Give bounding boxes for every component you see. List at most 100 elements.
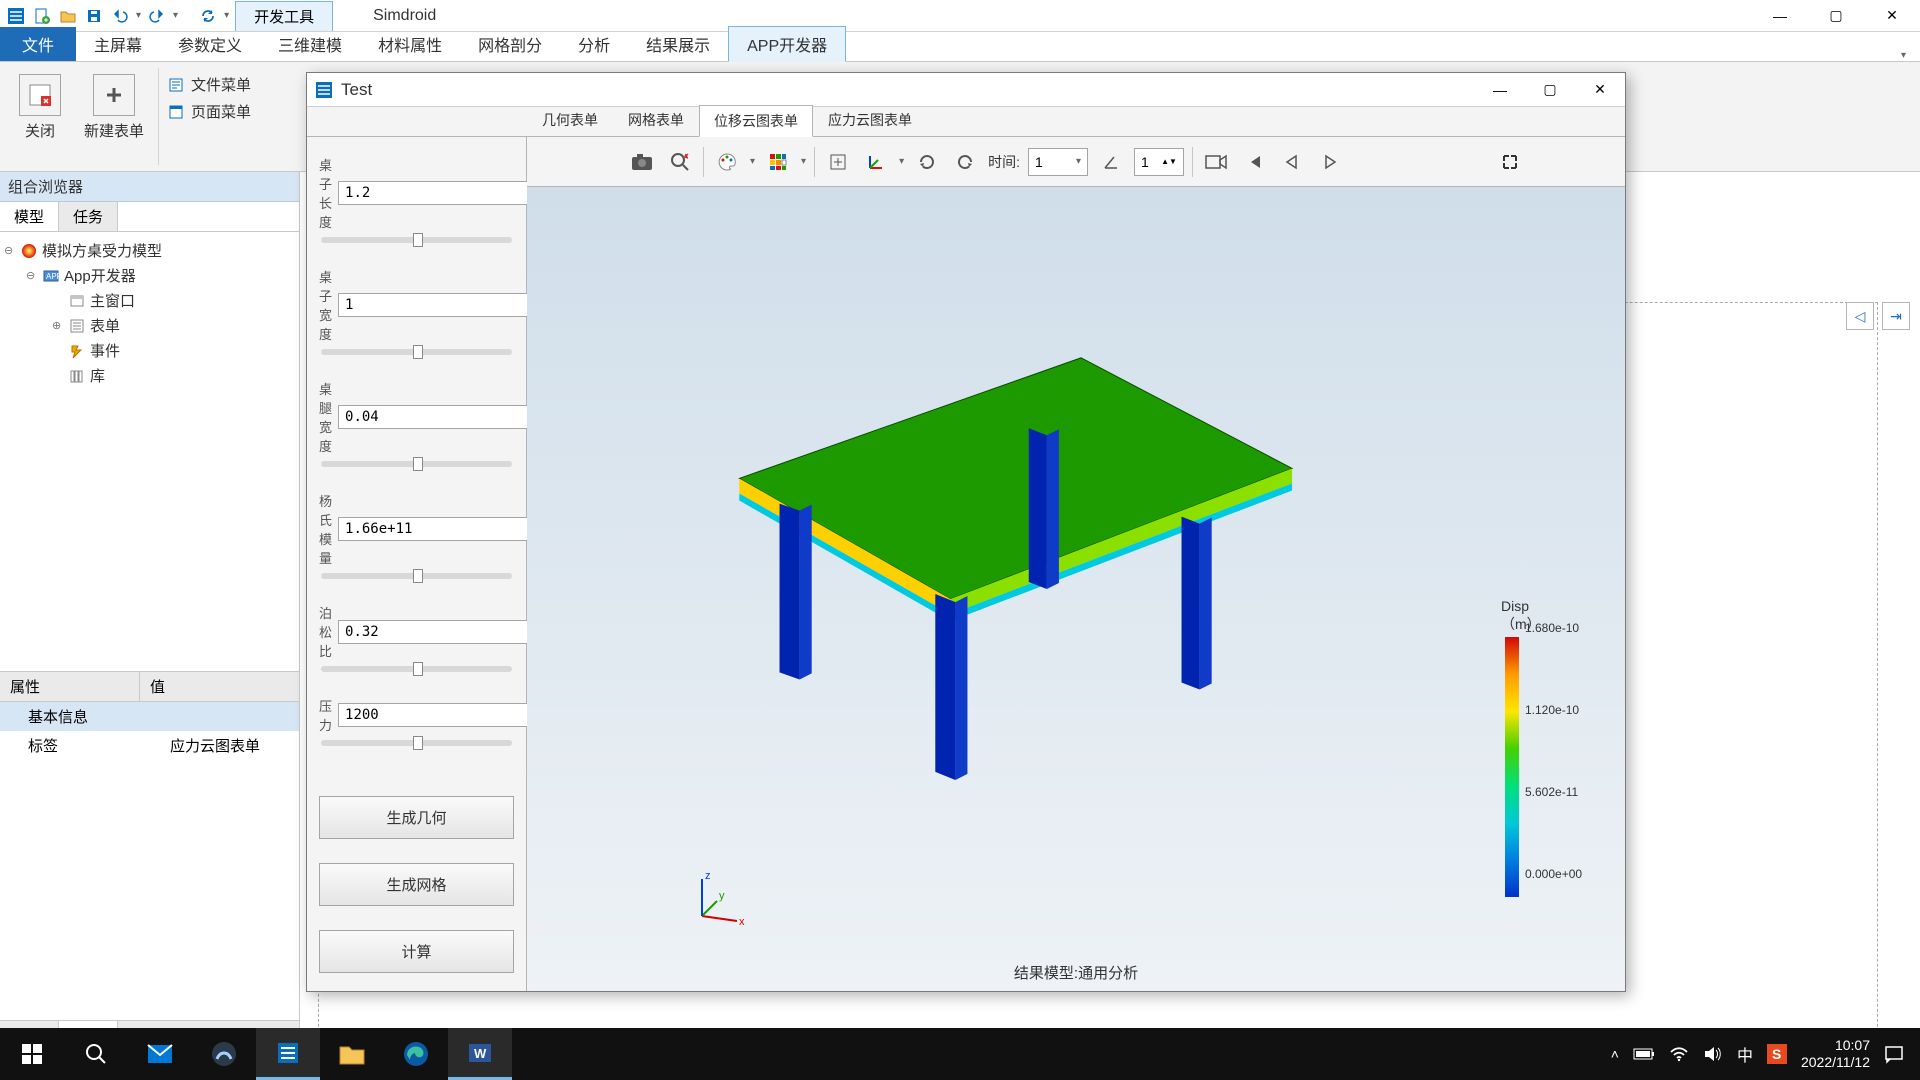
- ribbon-tab-home[interactable]: 主屏幕: [76, 27, 160, 61]
- close-app-button[interactable]: 关闭: [8, 68, 72, 146]
- popup-close-button[interactable]: ✕: [1575, 73, 1625, 107]
- undo-icon[interactable]: [110, 6, 130, 26]
- play-icon[interactable]: [1315, 147, 1345, 177]
- axes-dropdown-icon[interactable]: ▾: [899, 156, 904, 167]
- param-pressure-input[interactable]: [338, 703, 531, 727]
- rotate-ccw-icon[interactable]: [950, 147, 980, 177]
- ribbon-tab-mesh[interactable]: 网格剖分: [460, 27, 560, 61]
- popup-maximize-button[interactable]: ▢: [1525, 73, 1575, 107]
- camera-icon[interactable]: [627, 147, 657, 177]
- taskbar-word-icon[interactable]: W: [448, 1028, 512, 1080]
- popup-tab-geom[interactable]: 几何表单: [527, 104, 613, 136]
- nav-prev-icon[interactable]: ◁: [1846, 302, 1874, 330]
- record-icon[interactable]: [1201, 147, 1231, 177]
- nav-expand-icon[interactable]: ⇥: [1882, 302, 1910, 330]
- popup-tab-stress[interactable]: 应力云图表单: [813, 104, 927, 136]
- open-icon[interactable]: [58, 6, 78, 26]
- 3d-viewport[interactable]: x y z Disp （m） 1.680e-10 1.120e-10 5.602…: [527, 187, 1625, 991]
- generate-geometry-button[interactable]: 生成几何: [319, 796, 514, 839]
- tree-root-label[interactable]: 模拟方桌受力模型: [42, 240, 162, 261]
- ribbon-tab-model3d[interactable]: 三维建模: [260, 27, 360, 61]
- taskbar-explorer-icon[interactable]: [320, 1028, 384, 1080]
- skip-first-icon[interactable]: [1239, 147, 1269, 177]
- notifications-icon[interactable]: [1884, 1044, 1904, 1064]
- file-menu-button[interactable]: 文件: [0, 27, 76, 61]
- tree-expand-icon[interactable]: ⊕: [52, 319, 64, 332]
- popup-tab-disp[interactable]: 位移云图表单: [699, 105, 813, 137]
- param-length-slider[interactable]: [321, 237, 512, 243]
- param-poisson-slider[interactable]: [321, 666, 512, 672]
- param-length-input[interactable]: [338, 181, 531, 205]
- ribbon-tab-appdev[interactable]: APP开发器: [728, 26, 846, 62]
- taskbar-simdroid-icon[interactable]: [256, 1028, 320, 1080]
- frame-select[interactable]: 1▲▼: [1134, 148, 1184, 176]
- palette-dropdown-icon[interactable]: ▾: [750, 156, 755, 167]
- ribbon-tab-material[interactable]: 材料属性: [360, 27, 460, 61]
- tree-libs-label[interactable]: 库: [90, 365, 105, 386]
- tree-collapse-icon[interactable]: ⊖: [4, 244, 16, 257]
- refresh-dropdown-icon[interactable]: ▾: [224, 10, 229, 21]
- prop-label-val[interactable]: 应力云图表单: [160, 731, 270, 760]
- compute-button[interactable]: 计算: [319, 930, 514, 973]
- param-width-slider[interactable]: [321, 349, 512, 355]
- step-back-icon[interactable]: [1277, 147, 1307, 177]
- taskbar-mail-icon[interactable]: [128, 1028, 192, 1080]
- redo-icon[interactable]: [147, 6, 167, 26]
- close-button[interactable]: ✕: [1864, 0, 1920, 31]
- angle-icon[interactable]: [1096, 147, 1126, 177]
- popup-minimize-button[interactable]: ―: [1475, 73, 1525, 107]
- tree-mainwin-label[interactable]: 主窗口: [90, 290, 135, 311]
- taskbar-app1-icon[interactable]: [192, 1028, 256, 1080]
- taskbar-edge-icon[interactable]: [384, 1028, 448, 1080]
- minimize-button[interactable]: ―: [1752, 0, 1808, 31]
- popup-titlebar[interactable]: Test ― ▢ ✕: [307, 73, 1625, 107]
- start-button[interactable]: [0, 1028, 64, 1080]
- new-icon[interactable]: [32, 6, 52, 26]
- ribbon-collapse-icon[interactable]: ▾: [1887, 50, 1920, 61]
- ime-indicator[interactable]: 中: [1737, 1042, 1753, 1066]
- param-pressure-slider[interactable]: [321, 740, 512, 746]
- palette-icon[interactable]: [712, 147, 742, 177]
- file-menu-item[interactable]: 文件菜单: [167, 74, 251, 95]
- model-tree[interactable]: ⊖ 模拟方桌受力模型 ⊖ APP App开发器 主窗口 ⊕ 表单: [0, 232, 299, 671]
- zoom-icon[interactable]: [665, 147, 695, 177]
- page-menu-item[interactable]: 页面菜单: [167, 101, 251, 122]
- rubik-icon[interactable]: [763, 147, 793, 177]
- ribbon-tab-param[interactable]: 参数定义: [160, 27, 260, 61]
- fit-view-icon[interactable]: [823, 147, 853, 177]
- tree-forms-label[interactable]: 表单: [90, 315, 120, 336]
- refresh-icon[interactable]: [198, 6, 218, 26]
- maximize-button[interactable]: ▢: [1808, 0, 1864, 31]
- rubik-dropdown-icon[interactable]: ▾: [801, 156, 806, 167]
- tree-events-label[interactable]: 事件: [90, 340, 120, 361]
- save-icon[interactable]: [84, 6, 104, 26]
- volume-icon[interactable]: [1703, 1045, 1723, 1063]
- axes-icon[interactable]: [861, 147, 891, 177]
- ribbon-tab-analysis[interactable]: 分析: [560, 27, 628, 61]
- tree-app-label[interactable]: App开发器: [64, 265, 136, 286]
- expand-icon[interactable]: [1495, 147, 1525, 177]
- dev-tools-tab[interactable]: 开发工具: [235, 1, 333, 31]
- search-button[interactable]: [64, 1028, 128, 1080]
- param-young-slider[interactable]: [321, 573, 512, 579]
- battery-icon[interactable]: [1633, 1047, 1655, 1061]
- param-young-input[interactable]: [338, 517, 531, 541]
- param-poisson-input[interactable]: [338, 620, 531, 644]
- taskbar-clock[interactable]: 10:07 2022/11/12: [1801, 1037, 1870, 1072]
- wifi-icon[interactable]: [1669, 1046, 1689, 1062]
- param-legw-input[interactable]: [338, 405, 531, 429]
- sogou-ime-icon[interactable]: S: [1767, 1044, 1787, 1064]
- undo-dropdown-icon[interactable]: ▾: [136, 10, 141, 21]
- generate-mesh-button[interactable]: 生成网格: [319, 863, 514, 906]
- rotate-cw-icon[interactable]: [912, 147, 942, 177]
- tab-task[interactable]: 任务: [59, 202, 118, 231]
- tree-collapse-icon[interactable]: ⊖: [26, 269, 38, 282]
- param-width-input[interactable]: [338, 293, 531, 317]
- redo-dropdown-icon[interactable]: ▾: [173, 10, 178, 21]
- ribbon-tab-results[interactable]: 结果展示: [628, 27, 728, 61]
- popup-tab-mesh[interactable]: 网格表单: [613, 104, 699, 136]
- time-select[interactable]: 1▾: [1028, 148, 1088, 176]
- tab-model[interactable]: 模型: [0, 202, 59, 231]
- new-form-button[interactable]: 新建表单: [82, 68, 146, 146]
- tray-overflow-icon[interactable]: ˄: [1611, 1046, 1619, 1062]
